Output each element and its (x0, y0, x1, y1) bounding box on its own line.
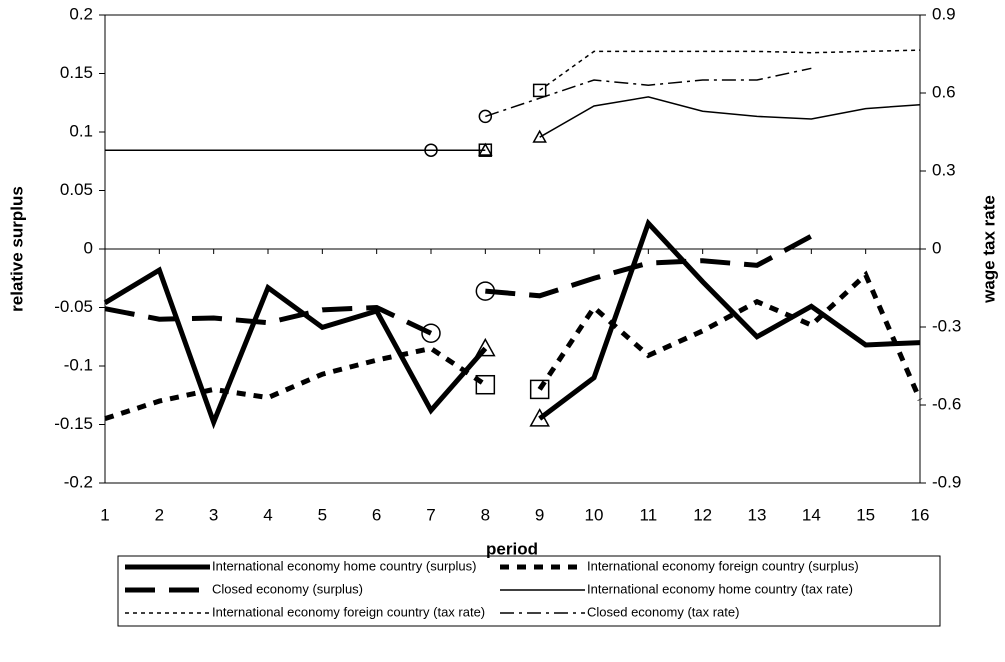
x-tick-label: 12 (693, 505, 712, 524)
legend-label: Closed economy (surplus) (212, 581, 363, 596)
marker (478, 109, 493, 124)
x-tick-label: 7 (426, 505, 435, 524)
y2-tick-label: -0.3 (932, 316, 961, 335)
marker (475, 281, 496, 301)
y-tick-label: -0.15 (54, 414, 93, 433)
x-tick-label: 11 (640, 505, 658, 524)
y2-tick-label: -0.9 (932, 472, 961, 491)
marker (532, 129, 547, 143)
y2-axis-label: wage tax rate (979, 195, 998, 304)
x-tick-label: 4 (263, 505, 272, 524)
y-tick-label: 0.05 (60, 180, 93, 199)
y-tick-label: 0 (84, 238, 93, 257)
series-line (104, 345, 487, 422)
x-tick-label: 5 (318, 505, 327, 524)
legend-label: International economy foreign country (s… (587, 558, 859, 573)
x-tick-label: 13 (748, 505, 767, 524)
marker (478, 143, 493, 157)
y2-tick-label: 0.9 (932, 4, 956, 23)
legend-label: International economy home country (tax … (587, 581, 853, 596)
y2-tick-label: -0.6 (932, 394, 961, 413)
series-line (538, 218, 921, 421)
series-line (537, 270, 923, 401)
y2-tick-label: 0.3 (932, 160, 956, 179)
legend-label: International economy foreign country (t… (212, 604, 485, 619)
x-tick-label: 9 (535, 505, 544, 524)
y2-tick-label: 0 (932, 238, 941, 257)
series-line (104, 304, 433, 336)
x-tick-label: 16 (911, 505, 930, 524)
x-axis-label: period (486, 539, 538, 558)
x-tick-label: 2 (155, 505, 164, 524)
y-tick-label: 0.1 (69, 121, 93, 140)
y-tick-label: 0.2 (69, 4, 93, 23)
y-tick-label: -0.1 (64, 355, 93, 374)
y2-tick-label: 0.6 (932, 82, 956, 101)
series-line (103, 266, 488, 430)
marker (532, 83, 547, 98)
x-tick-label: 3 (209, 505, 218, 524)
series-line (539, 49, 921, 92)
legend-box (117, 555, 941, 627)
y-tick-label: -0.05 (54, 297, 93, 316)
marker (475, 337, 496, 357)
marker (475, 374, 496, 395)
x-tick-label: 1 (100, 505, 109, 524)
x-tick-label: 8 (481, 505, 490, 524)
marker (529, 379, 550, 400)
y-tick-label: -0.2 (64, 472, 93, 491)
legend-label: International economy home country (surp… (212, 558, 476, 573)
marker (529, 408, 550, 427)
legend-label: Closed economy (tax rate) (587, 604, 739, 619)
x-tick-label: 6 (372, 505, 381, 524)
legend: International economy home country (surp… (125, 558, 859, 619)
x-tick-label: 14 (802, 505, 821, 524)
x-tick-label: 15 (856, 505, 875, 524)
y-tick-label: 0.15 (60, 63, 93, 82)
series-line (485, 233, 813, 299)
marker (421, 323, 441, 343)
x-tick-label: 10 (585, 505, 604, 524)
series-line (485, 67, 812, 118)
marker (424, 143, 438, 157)
y-axis-label: relative surplus (7, 186, 26, 312)
series-line (539, 96, 921, 138)
